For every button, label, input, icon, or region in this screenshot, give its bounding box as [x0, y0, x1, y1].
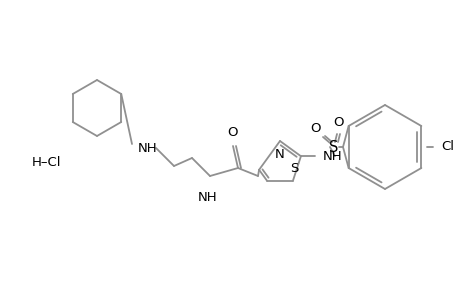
Text: Cl: Cl [440, 140, 453, 154]
Text: H–Cl: H–Cl [32, 157, 62, 169]
Text: N: N [274, 148, 284, 161]
Text: S: S [289, 162, 297, 175]
Text: O: O [310, 122, 320, 134]
Text: O: O [227, 126, 238, 139]
Text: NH: NH [138, 142, 157, 154]
Text: O: O [333, 116, 343, 130]
Text: NH: NH [322, 150, 342, 163]
Text: S: S [329, 140, 338, 154]
Text: NH: NH [198, 191, 218, 204]
